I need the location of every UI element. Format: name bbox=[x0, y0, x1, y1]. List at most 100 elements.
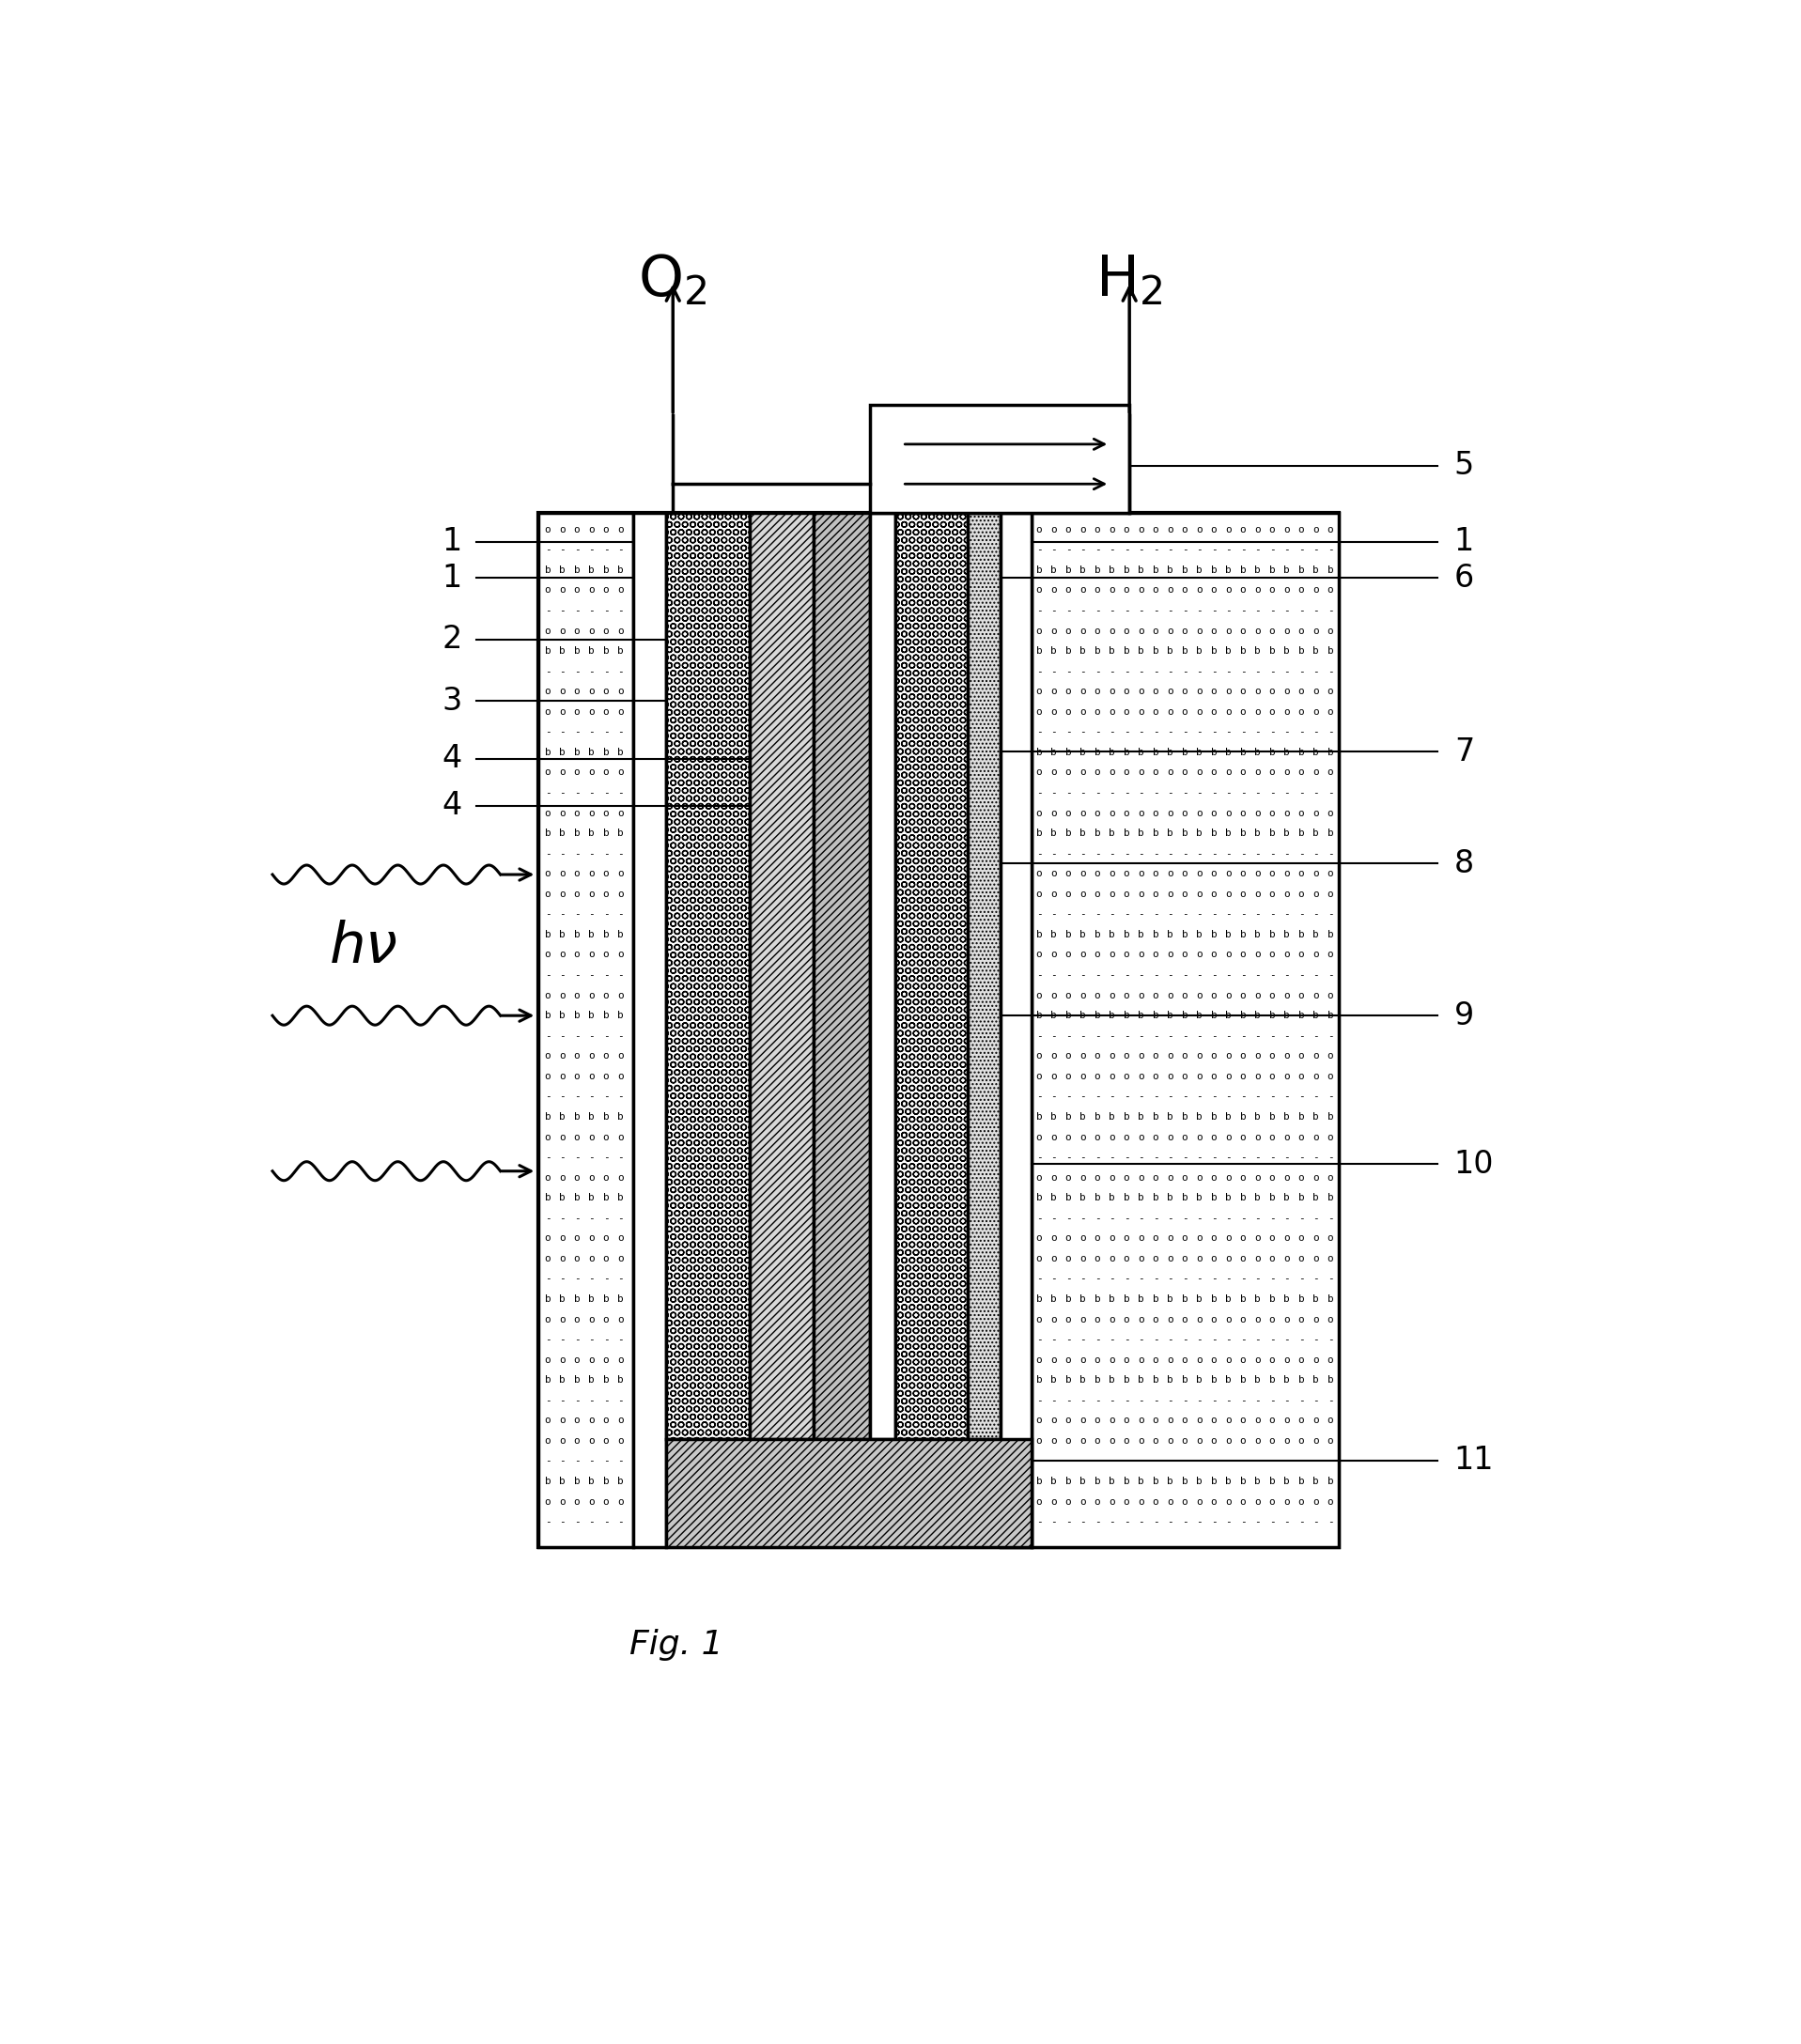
Text: o: o bbox=[1079, 950, 1086, 959]
Text: -: - bbox=[1225, 1030, 1232, 1040]
Text: -: - bbox=[575, 848, 580, 858]
Text: o: o bbox=[544, 807, 551, 818]
Text: o: o bbox=[618, 1355, 623, 1365]
Text: o: o bbox=[1327, 1051, 1333, 1061]
Text: o: o bbox=[1255, 807, 1261, 818]
Text: o: o bbox=[544, 525, 551, 533]
Text: o: o bbox=[1299, 1416, 1304, 1425]
Text: -: - bbox=[1109, 971, 1115, 979]
Text: b: b bbox=[1313, 1012, 1318, 1020]
Text: b: b bbox=[603, 1376, 609, 1386]
Text: o: o bbox=[575, 707, 580, 717]
Polygon shape bbox=[1032, 513, 1340, 1547]
Text: o: o bbox=[1196, 707, 1203, 717]
Text: o: o bbox=[1225, 769, 1232, 777]
Text: o: o bbox=[1270, 1416, 1275, 1425]
Text: -: - bbox=[558, 1273, 566, 1284]
Text: o: o bbox=[1270, 707, 1275, 717]
Text: o: o bbox=[1079, 1132, 1086, 1143]
Text: -: - bbox=[544, 1335, 551, 1345]
Text: -: - bbox=[1064, 789, 1072, 797]
Text: o: o bbox=[1138, 585, 1144, 595]
Text: b: b bbox=[1050, 566, 1057, 574]
Text: -: - bbox=[1299, 728, 1304, 736]
Text: b: b bbox=[1313, 1112, 1318, 1122]
Text: o: o bbox=[1167, 889, 1174, 899]
Polygon shape bbox=[538, 513, 1340, 1547]
Text: o: o bbox=[1210, 1235, 1217, 1243]
Text: b: b bbox=[1079, 930, 1086, 940]
Text: o: o bbox=[1036, 1437, 1043, 1445]
Text: o: o bbox=[1327, 807, 1333, 818]
Text: o: o bbox=[558, 807, 566, 818]
Text: -: - bbox=[1210, 1091, 1217, 1102]
Text: o: o bbox=[1167, 769, 1174, 777]
Text: o: o bbox=[1095, 1314, 1100, 1325]
Text: b: b bbox=[575, 1294, 580, 1304]
Text: o: o bbox=[1167, 1314, 1174, 1325]
Text: -: - bbox=[1225, 1273, 1232, 1284]
Text: o: o bbox=[1095, 1437, 1100, 1445]
Text: o: o bbox=[589, 869, 594, 879]
Text: -: - bbox=[1299, 848, 1304, 858]
Text: b: b bbox=[1036, 828, 1043, 838]
Text: o: o bbox=[1036, 707, 1043, 717]
Text: -: - bbox=[575, 971, 580, 979]
Text: b: b bbox=[544, 1476, 551, 1486]
Text: b: b bbox=[1270, 1294, 1275, 1304]
Text: -: - bbox=[1284, 605, 1290, 615]
Text: -: - bbox=[1079, 546, 1086, 554]
Text: o: o bbox=[1225, 1132, 1232, 1143]
Text: o: o bbox=[1167, 1416, 1174, 1425]
Text: -: - bbox=[558, 1153, 566, 1163]
Text: o: o bbox=[1153, 1355, 1158, 1365]
Text: -: - bbox=[1284, 848, 1290, 858]
Text: b: b bbox=[1036, 1294, 1043, 1304]
Text: o: o bbox=[1239, 1416, 1246, 1425]
Text: b: b bbox=[1299, 828, 1304, 838]
Text: o: o bbox=[1196, 1355, 1203, 1365]
Text: -: - bbox=[1036, 605, 1043, 615]
Text: -: - bbox=[1079, 971, 1086, 979]
Text: b: b bbox=[1109, 1012, 1115, 1020]
Text: -: - bbox=[544, 848, 551, 858]
Text: o: o bbox=[575, 950, 580, 959]
Text: o: o bbox=[1181, 950, 1189, 959]
Text: o: o bbox=[575, 769, 580, 777]
Text: -: - bbox=[1138, 910, 1144, 920]
Text: b: b bbox=[589, 646, 594, 656]
Text: o: o bbox=[1225, 585, 1232, 595]
Text: 1: 1 bbox=[1453, 525, 1475, 558]
Text: o: o bbox=[1079, 1496, 1086, 1506]
Text: b: b bbox=[1225, 566, 1232, 574]
Text: b: b bbox=[1181, 646, 1189, 656]
Text: -: - bbox=[575, 1273, 580, 1284]
Text: b: b bbox=[1225, 1476, 1232, 1486]
Polygon shape bbox=[749, 513, 814, 1439]
Text: o: o bbox=[1284, 1253, 1290, 1263]
Text: b: b bbox=[1239, 646, 1246, 656]
Text: -: - bbox=[575, 1457, 580, 1466]
Text: o: o bbox=[1299, 1355, 1304, 1365]
Text: o: o bbox=[575, 1416, 580, 1425]
Text: b: b bbox=[1284, 646, 1290, 656]
Text: b: b bbox=[1313, 646, 1318, 656]
Text: o: o bbox=[1327, 1071, 1333, 1081]
Text: o: o bbox=[618, 1132, 623, 1143]
Text: b: b bbox=[1124, 1294, 1129, 1304]
Text: -: - bbox=[1196, 666, 1203, 677]
Text: -: - bbox=[575, 1396, 580, 1404]
Text: -: - bbox=[1181, 910, 1189, 920]
Text: o: o bbox=[1095, 1051, 1100, 1061]
Text: -: - bbox=[589, 1091, 594, 1102]
Text: b: b bbox=[603, 1476, 609, 1486]
Text: o: o bbox=[575, 1253, 580, 1263]
Text: b: b bbox=[1079, 748, 1086, 756]
Text: o: o bbox=[1153, 1051, 1158, 1061]
Text: -: - bbox=[575, 546, 580, 554]
Text: o: o bbox=[1210, 1173, 1217, 1181]
Text: b: b bbox=[1138, 566, 1144, 574]
Text: o: o bbox=[1036, 1173, 1043, 1181]
Text: o: o bbox=[1327, 1314, 1333, 1325]
Text: b: b bbox=[1284, 748, 1290, 756]
